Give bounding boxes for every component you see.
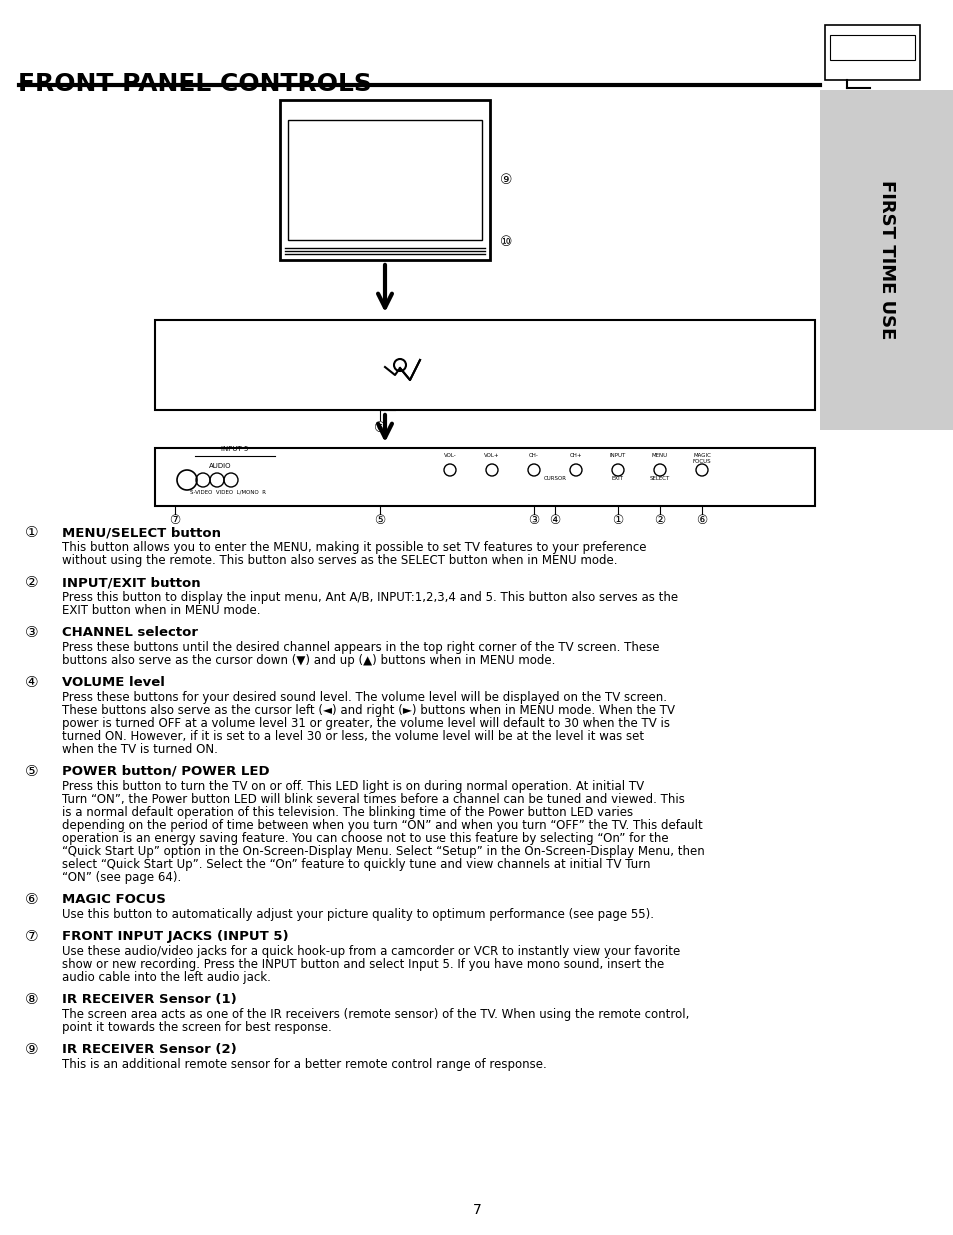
Text: ①: ① xyxy=(25,525,39,540)
Text: Use this button to automatically adjust your picture quality to optimum performa: Use this button to automatically adjust … xyxy=(62,908,654,921)
Text: ⑤: ⑤ xyxy=(374,515,385,527)
Text: Press this button to turn the TV on or off. This LED light is on during normal o: Press this button to turn the TV on or o… xyxy=(62,781,643,793)
Text: ⑨: ⑨ xyxy=(25,1042,39,1057)
Text: This button allows you to enter the MENU, making it possible to set TV features : This button allows you to enter the MENU… xyxy=(62,541,646,555)
Text: “Quick Start Up” option in the On-Screen-Display Menu. Select “Setup” in the On-: “Quick Start Up” option in the On-Screen… xyxy=(62,845,704,858)
Bar xyxy=(288,120,481,240)
Text: CH-: CH- xyxy=(529,453,538,458)
Text: MAGIC FOCUS: MAGIC FOCUS xyxy=(62,893,166,906)
Text: ⑧: ⑧ xyxy=(25,992,39,1007)
Bar xyxy=(820,90,953,430)
Text: Press this button to display the input menu, Ant A/B, INPUT:1,2,3,4 and 5. This : Press this button to display the input m… xyxy=(62,592,678,604)
Text: ③: ③ xyxy=(25,625,39,640)
Text: ⑥: ⑥ xyxy=(25,892,39,906)
Bar xyxy=(154,320,814,410)
Text: CH+: CH+ xyxy=(569,453,581,458)
Text: 7: 7 xyxy=(472,1203,481,1216)
Text: SELECT: SELECT xyxy=(649,475,669,480)
Text: operation is an energy saving feature. You can choose not to use this feature by: operation is an energy saving feature. Y… xyxy=(62,832,668,845)
Text: CURSOR: CURSOR xyxy=(543,475,566,480)
Text: FIRST TIME USE: FIRST TIME USE xyxy=(877,180,895,340)
Text: Press these buttons until the desired channel appears in the top right corner of: Press these buttons until the desired ch… xyxy=(62,641,659,655)
Text: VOL+: VOL+ xyxy=(484,453,499,458)
Text: S-VIDEO  VIDEO  L/MONO  R: S-VIDEO VIDEO L/MONO R xyxy=(190,489,266,494)
Text: FRONT INPUT JACKS (INPUT 5): FRONT INPUT JACKS (INPUT 5) xyxy=(62,930,289,944)
Text: MAGIC
FOCUS: MAGIC FOCUS xyxy=(692,453,711,464)
Text: power is turned OFF at a volume level 31 or greater, the volume level will defau: power is turned OFF at a volume level 31… xyxy=(62,718,669,730)
Text: INPUT: INPUT xyxy=(609,453,625,458)
Text: select “Quick Start Up”. Select the “On” feature to quickly tune and view channe: select “Quick Start Up”. Select the “On”… xyxy=(62,858,650,871)
Text: VOLUME level: VOLUME level xyxy=(62,676,165,689)
Text: The screen area acts as one of the IR receivers (remote sensor) of the TV. When : The screen area acts as one of the IR re… xyxy=(62,1008,689,1021)
Text: ⑥: ⑥ xyxy=(696,515,707,527)
Text: This is an additional remote sensor for a better remote control range of respons: This is an additional remote sensor for … xyxy=(62,1058,546,1071)
Text: when the TV is turned ON.: when the TV is turned ON. xyxy=(62,743,217,756)
Text: FRONT PANEL CONTROLS: FRONT PANEL CONTROLS xyxy=(18,72,372,96)
Text: ⑨: ⑨ xyxy=(499,173,512,186)
Bar xyxy=(824,25,919,80)
Text: AUDIO: AUDIO xyxy=(209,463,231,469)
Text: is a normal default operation of this television. The blinking time of the Power: is a normal default operation of this te… xyxy=(62,806,633,819)
Text: ④: ④ xyxy=(25,676,39,690)
Text: EXIT button when in MENU mode.: EXIT button when in MENU mode. xyxy=(62,604,260,618)
Text: ⑩: ⑩ xyxy=(499,235,512,249)
Text: CHANNEL selector: CHANNEL selector xyxy=(62,626,198,638)
Text: show or new recording. Press the INPUT button and select Input 5. If you have mo: show or new recording. Press the INPUT b… xyxy=(62,958,663,971)
Text: MENU/SELECT button: MENU/SELECT button xyxy=(62,526,221,538)
Text: ⑦: ⑦ xyxy=(25,929,39,944)
Text: EXIT: EXIT xyxy=(612,475,623,480)
Text: Press these buttons for your desired sound level. The volume level will be displ: Press these buttons for your desired sou… xyxy=(62,692,666,704)
Text: INPUT/EXIT button: INPUT/EXIT button xyxy=(62,576,200,589)
Text: ⑥: ⑥ xyxy=(374,421,386,435)
Text: depending on the period of time between when you turn “ON” and when you turn “OF: depending on the period of time between … xyxy=(62,819,702,832)
Text: without using the remote. This button also serves as the SELECT button when in M: without using the remote. This button al… xyxy=(62,555,617,567)
Text: ①: ① xyxy=(612,515,623,527)
Text: IR RECEIVER Sensor (2): IR RECEIVER Sensor (2) xyxy=(62,1044,236,1056)
Text: IR RECEIVER Sensor (1): IR RECEIVER Sensor (1) xyxy=(62,993,236,1007)
Bar xyxy=(829,35,914,61)
Text: ②: ② xyxy=(654,515,665,527)
Bar xyxy=(280,100,490,261)
Text: These buttons also serve as the cursor left (◄) and right (►) buttons when in ME: These buttons also serve as the cursor l… xyxy=(62,704,675,718)
Text: audio cable into the left audio jack.: audio cable into the left audio jack. xyxy=(62,971,271,984)
Text: ⑤: ⑤ xyxy=(25,764,39,779)
Text: MENU: MENU xyxy=(651,453,667,458)
Text: INPUT 5: INPUT 5 xyxy=(221,446,249,452)
Bar xyxy=(154,448,814,506)
Text: Use these audio/video jacks for a quick hook-up from a camcorder or VCR to insta: Use these audio/video jacks for a quick … xyxy=(62,945,679,958)
Text: “ON” (see page 64).: “ON” (see page 64). xyxy=(62,871,181,884)
Text: POWER button/ POWER LED: POWER button/ POWER LED xyxy=(62,764,270,778)
Text: ②: ② xyxy=(25,576,39,590)
Text: ③: ③ xyxy=(528,515,539,527)
Text: buttons also serve as the cursor down (▼) and up (▲) buttons when in MENU mode.: buttons also serve as the cursor down (▼… xyxy=(62,655,555,667)
Text: ⑦: ⑦ xyxy=(170,515,180,527)
Text: VOL-: VOL- xyxy=(443,453,456,458)
Text: turned ON. However, if it is set to a level 30 or less, the volume level will be: turned ON. However, if it is set to a le… xyxy=(62,730,643,743)
Text: point it towards the screen for best response.: point it towards the screen for best res… xyxy=(62,1021,332,1034)
Text: ④: ④ xyxy=(549,515,560,527)
Text: Turn “ON”, the Power button LED will blink several times before a channel can be: Turn “ON”, the Power button LED will bli… xyxy=(62,793,684,806)
